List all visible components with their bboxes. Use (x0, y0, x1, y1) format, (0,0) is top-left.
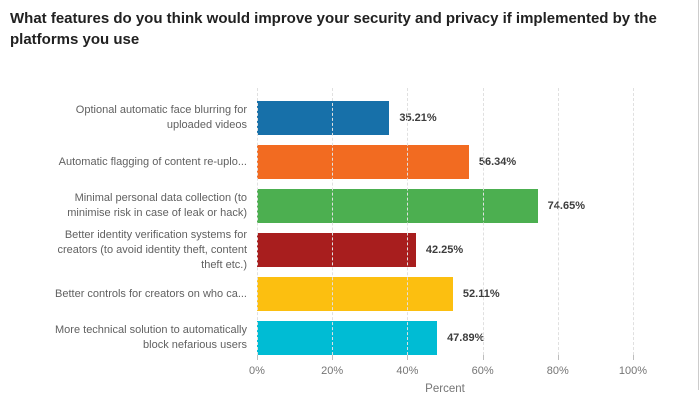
bar-1[interactable] (257, 101, 390, 135)
bar-4[interactable] (257, 233, 416, 267)
chart-row: Optional automatic face blurring for upl… (10, 96, 690, 140)
chart-row: Minimal personal data collection (to min… (10, 184, 690, 228)
bar-area: 47.89% (257, 321, 690, 355)
chart-row: Better controls for creators on who ca..… (10, 272, 690, 316)
bar-2[interactable] (257, 145, 469, 179)
bar-area: 42.25% (257, 233, 690, 267)
bar-3[interactable] (257, 189, 538, 223)
value-label: 74.65% (547, 200, 585, 212)
frame-right-border (698, 0, 699, 390)
chart-row: Better identity verification systems for… (10, 228, 690, 272)
category-label: Automatic flagging of content re-uplo... (58, 155, 247, 168)
category-label: Optional automatic face blurring for upl… (75, 104, 247, 131)
value-label: 47.89% (447, 332, 485, 344)
bar-area: 56.34% (257, 145, 690, 179)
bar-area: 35.21% (257, 101, 690, 135)
x-tick-label: 0% (249, 365, 265, 377)
value-label: 52.11% (462, 288, 500, 300)
x-axis-title: Percent (425, 383, 465, 395)
category-label: More technical solution to automatically… (55, 324, 247, 351)
x-tick-label: 80% (546, 365, 569, 377)
category-label: Better identity verification systems for… (57, 228, 247, 271)
bar-rows: Optional automatic face blurring for upl… (10, 96, 690, 360)
x-tick-label: 100% (618, 365, 648, 377)
category-label: Minimal personal data collection (to min… (67, 192, 247, 219)
x-tick-label: 20% (321, 365, 344, 377)
value-label: 42.25% (425, 244, 464, 256)
value-label: 35.21% (399, 112, 437, 124)
chart-title: What features do you think would improve… (10, 10, 657, 48)
bar-area: 74.65% (257, 189, 690, 223)
category-label: Better controls for creators on who ca..… (55, 287, 247, 300)
bar-area: 52.11% (257, 277, 690, 311)
x-tick-label: 40% (396, 365, 419, 377)
value-label: 56.34% (478, 156, 517, 168)
x-tick-label: 60% (471, 365, 494, 377)
chart-row: More technical solution to automatically… (10, 316, 690, 360)
chart-row: Automatic flagging of content re-uplo...… (10, 140, 690, 184)
bar-5[interactable] (257, 277, 453, 311)
bar-6[interactable] (257, 321, 438, 355)
